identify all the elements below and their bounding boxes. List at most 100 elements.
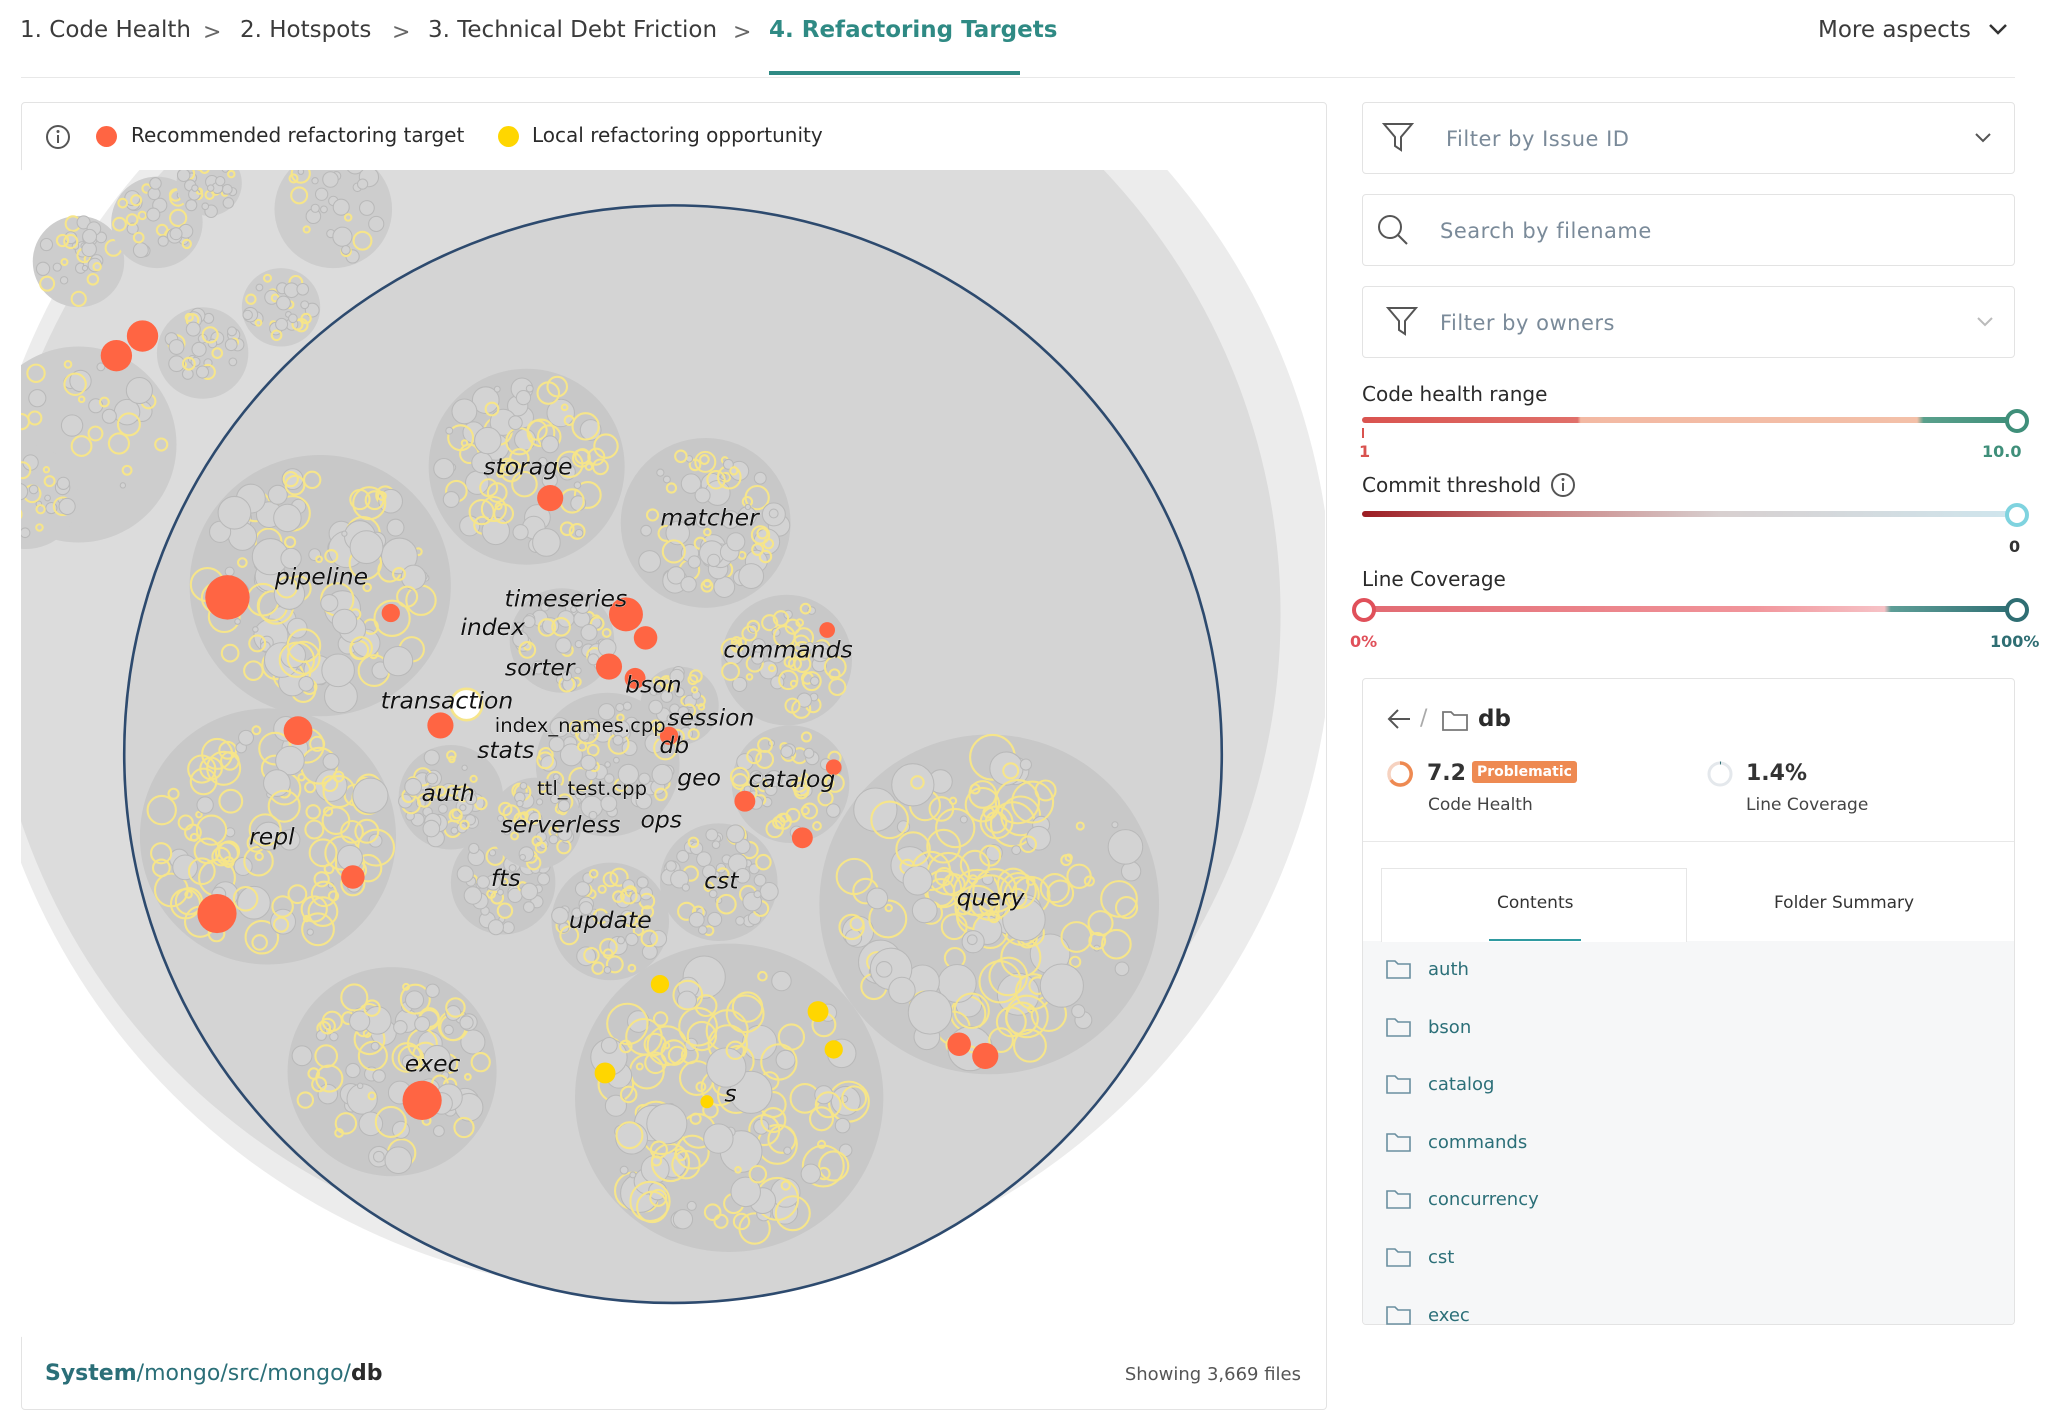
file-bubble bbox=[1019, 758, 1032, 771]
file-bubble bbox=[588, 810, 598, 820]
file-bubble bbox=[580, 754, 597, 771]
file-bubble bbox=[101, 408, 117, 424]
file-bubble bbox=[340, 819, 364, 844]
file-bubble bbox=[451, 398, 478, 425]
file-bubble bbox=[761, 614, 779, 632]
map-label: query bbox=[957, 884, 1026, 912]
file-bubble bbox=[674, 1148, 688, 1162]
folder-item[interactable]: bson bbox=[1428, 1016, 1472, 1038]
folder-item[interactable]: commands bbox=[1428, 1131, 1528, 1153]
folder-item[interactable]: cst bbox=[1428, 1247, 1455, 1268]
file-bubble bbox=[573, 481, 582, 490]
file-bubble bbox=[783, 1146, 792, 1155]
info-icon[interactable] bbox=[1550, 472, 1576, 498]
file-bubble bbox=[767, 664, 777, 673]
slider-handle[interactable] bbox=[1352, 598, 1376, 622]
folder-bubble bbox=[274, 170, 393, 269]
owners-filter[interactable] bbox=[1362, 286, 2015, 358]
refactoring-target bbox=[819, 622, 836, 638]
folder-item[interactable]: concurrency bbox=[1428, 1189, 1539, 1211]
slider-handle[interactable] bbox=[2005, 598, 2029, 622]
file-bubble bbox=[519, 853, 526, 861]
file-bubble bbox=[732, 1212, 751, 1231]
metric-label: Line Coverage bbox=[1746, 795, 1869, 815]
file-bubble bbox=[640, 929, 659, 948]
map-label: auth bbox=[422, 779, 475, 807]
tab[interactable]: 2. Hotspots bbox=[240, 17, 372, 43]
file-bubble bbox=[422, 819, 441, 838]
file-bubble bbox=[125, 213, 139, 227]
slider-min: 0% bbox=[1350, 632, 1378, 651]
file-bubble bbox=[726, 824, 745, 844]
file-bubble bbox=[224, 566, 235, 577]
coverage-ring bbox=[1707, 761, 1733, 787]
file-bubble bbox=[331, 608, 358, 635]
placeholder: Filter by owners bbox=[1440, 311, 1615, 335]
file-bubble bbox=[911, 897, 938, 924]
tab[interactable]: 1. Code Health bbox=[20, 17, 191, 43]
tab-underline bbox=[769, 71, 1020, 75]
filename-search[interactable] bbox=[1362, 194, 2015, 266]
tab[interactable]: 3. Technical Debt Friction bbox=[428, 17, 718, 43]
slider-handle[interactable] bbox=[2005, 503, 2029, 527]
file-bubble bbox=[627, 963, 637, 973]
file-bubble bbox=[1039, 873, 1070, 904]
back-icon[interactable] bbox=[1386, 707, 1412, 731]
file-bubble bbox=[660, 1039, 688, 1066]
tab[interactable]: Folder Summary bbox=[1774, 893, 1915, 913]
file-bubble bbox=[314, 187, 329, 201]
divider bbox=[21, 77, 2015, 78]
file-bubble bbox=[612, 756, 620, 764]
tab-active[interactable]: 4. Refactoring Targets bbox=[769, 17, 1058, 43]
file-bubble bbox=[654, 687, 662, 695]
file-bubble bbox=[302, 225, 311, 234]
more-aspects[interactable]: More aspects bbox=[1818, 17, 1971, 43]
file-bubble bbox=[619, 1085, 638, 1104]
issue-filter[interactable] bbox=[1362, 102, 2015, 174]
map-label: catalog bbox=[749, 765, 836, 793]
file-bubble bbox=[819, 648, 831, 659]
file-bubble bbox=[602, 871, 619, 888]
filter-icon bbox=[1386, 307, 1418, 336]
file-bubble bbox=[519, 811, 529, 821]
file-bubble bbox=[540, 602, 550, 612]
file-bubble bbox=[401, 1054, 417, 1070]
file-bubble bbox=[621, 740, 638, 757]
folder-item[interactable]: catalog bbox=[1428, 1074, 1495, 1096]
file-bubble bbox=[849, 916, 865, 932]
file-bubble bbox=[888, 976, 916, 1005]
file-bubble bbox=[531, 660, 546, 675]
file-bubble bbox=[279, 829, 301, 851]
tab[interactable]: Contents bbox=[1497, 893, 1574, 913]
file-bubble bbox=[801, 772, 809, 781]
file-bubble bbox=[243, 845, 274, 877]
file-bubble bbox=[537, 618, 557, 637]
crumb[interactable]: System bbox=[45, 1361, 137, 1386]
file-bubble bbox=[81, 264, 89, 272]
file-bubble bbox=[1007, 887, 1028, 908]
file-bubble bbox=[334, 1128, 345, 1138]
file-bubble bbox=[130, 194, 143, 207]
file-bubble bbox=[784, 697, 801, 714]
file-bubble bbox=[315, 555, 323, 564]
file-bubble bbox=[799, 602, 812, 615]
slider-handle[interactable] bbox=[2005, 409, 2029, 433]
refactoring-target bbox=[283, 716, 313, 746]
info-icon[interactable] bbox=[45, 124, 71, 150]
folder-icon bbox=[1386, 1075, 1411, 1094]
file-bubble bbox=[1066, 863, 1092, 890]
file-bubble bbox=[211, 347, 224, 359]
folder-item[interactable]: auth bbox=[1428, 959, 1469, 980]
file-bubble bbox=[372, 1150, 385, 1163]
folder-icon bbox=[1386, 960, 1411, 979]
file-bubble bbox=[537, 872, 551, 886]
file-bubble bbox=[471, 386, 500, 415]
file-bubble bbox=[280, 547, 302, 570]
file-bubble bbox=[459, 804, 467, 812]
crumb[interactable]: /mongo/src/mongo/ bbox=[136, 1361, 351, 1386]
file-bubble bbox=[574, 639, 583, 649]
file-bubble bbox=[758, 549, 773, 564]
folder-item[interactable]: exec bbox=[1428, 1304, 1470, 1326]
file-bubble bbox=[1101, 928, 1132, 960]
